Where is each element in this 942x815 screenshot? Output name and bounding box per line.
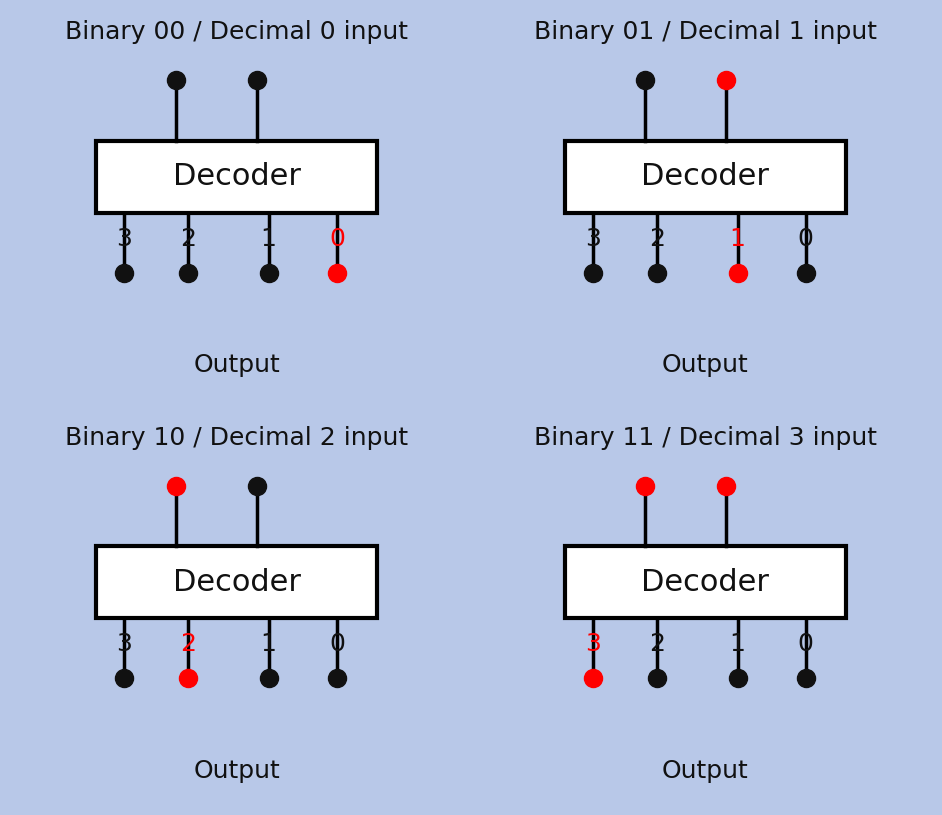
Text: 2: 2 bbox=[181, 227, 197, 251]
Text: 3: 3 bbox=[585, 632, 601, 656]
Text: 1: 1 bbox=[730, 632, 745, 656]
Text: Binary 11 / Decimal 3 input: Binary 11 / Decimal 3 input bbox=[534, 425, 877, 450]
Text: 2: 2 bbox=[649, 632, 665, 656]
Text: 1: 1 bbox=[730, 227, 745, 251]
FancyBboxPatch shape bbox=[565, 546, 846, 619]
Text: 1: 1 bbox=[261, 632, 277, 656]
Text: 2: 2 bbox=[649, 227, 665, 251]
Text: Binary 01 / Decimal 1 input: Binary 01 / Decimal 1 input bbox=[534, 20, 877, 44]
Text: Decoder: Decoder bbox=[642, 162, 770, 192]
Text: Output: Output bbox=[662, 759, 749, 782]
Text: Binary 00 / Decimal 0 input: Binary 00 / Decimal 0 input bbox=[65, 20, 408, 44]
Text: 2: 2 bbox=[181, 632, 197, 656]
Text: Decoder: Decoder bbox=[172, 162, 300, 192]
Text: Output: Output bbox=[193, 759, 280, 782]
FancyBboxPatch shape bbox=[96, 141, 377, 213]
Text: 3: 3 bbox=[116, 227, 132, 251]
Text: 0: 0 bbox=[798, 632, 814, 656]
FancyBboxPatch shape bbox=[565, 141, 846, 213]
Text: Binary 10 / Decimal 2 input: Binary 10 / Decimal 2 input bbox=[65, 425, 408, 450]
Text: 3: 3 bbox=[585, 227, 601, 251]
Text: 1: 1 bbox=[261, 227, 277, 251]
FancyBboxPatch shape bbox=[96, 546, 377, 619]
Text: Output: Output bbox=[193, 353, 280, 377]
Text: Decoder: Decoder bbox=[172, 567, 300, 597]
Text: Decoder: Decoder bbox=[642, 567, 770, 597]
Text: 0: 0 bbox=[329, 227, 345, 251]
Text: 0: 0 bbox=[798, 227, 814, 251]
Text: 3: 3 bbox=[116, 632, 132, 656]
Text: 0: 0 bbox=[329, 632, 345, 656]
Text: Output: Output bbox=[662, 353, 749, 377]
